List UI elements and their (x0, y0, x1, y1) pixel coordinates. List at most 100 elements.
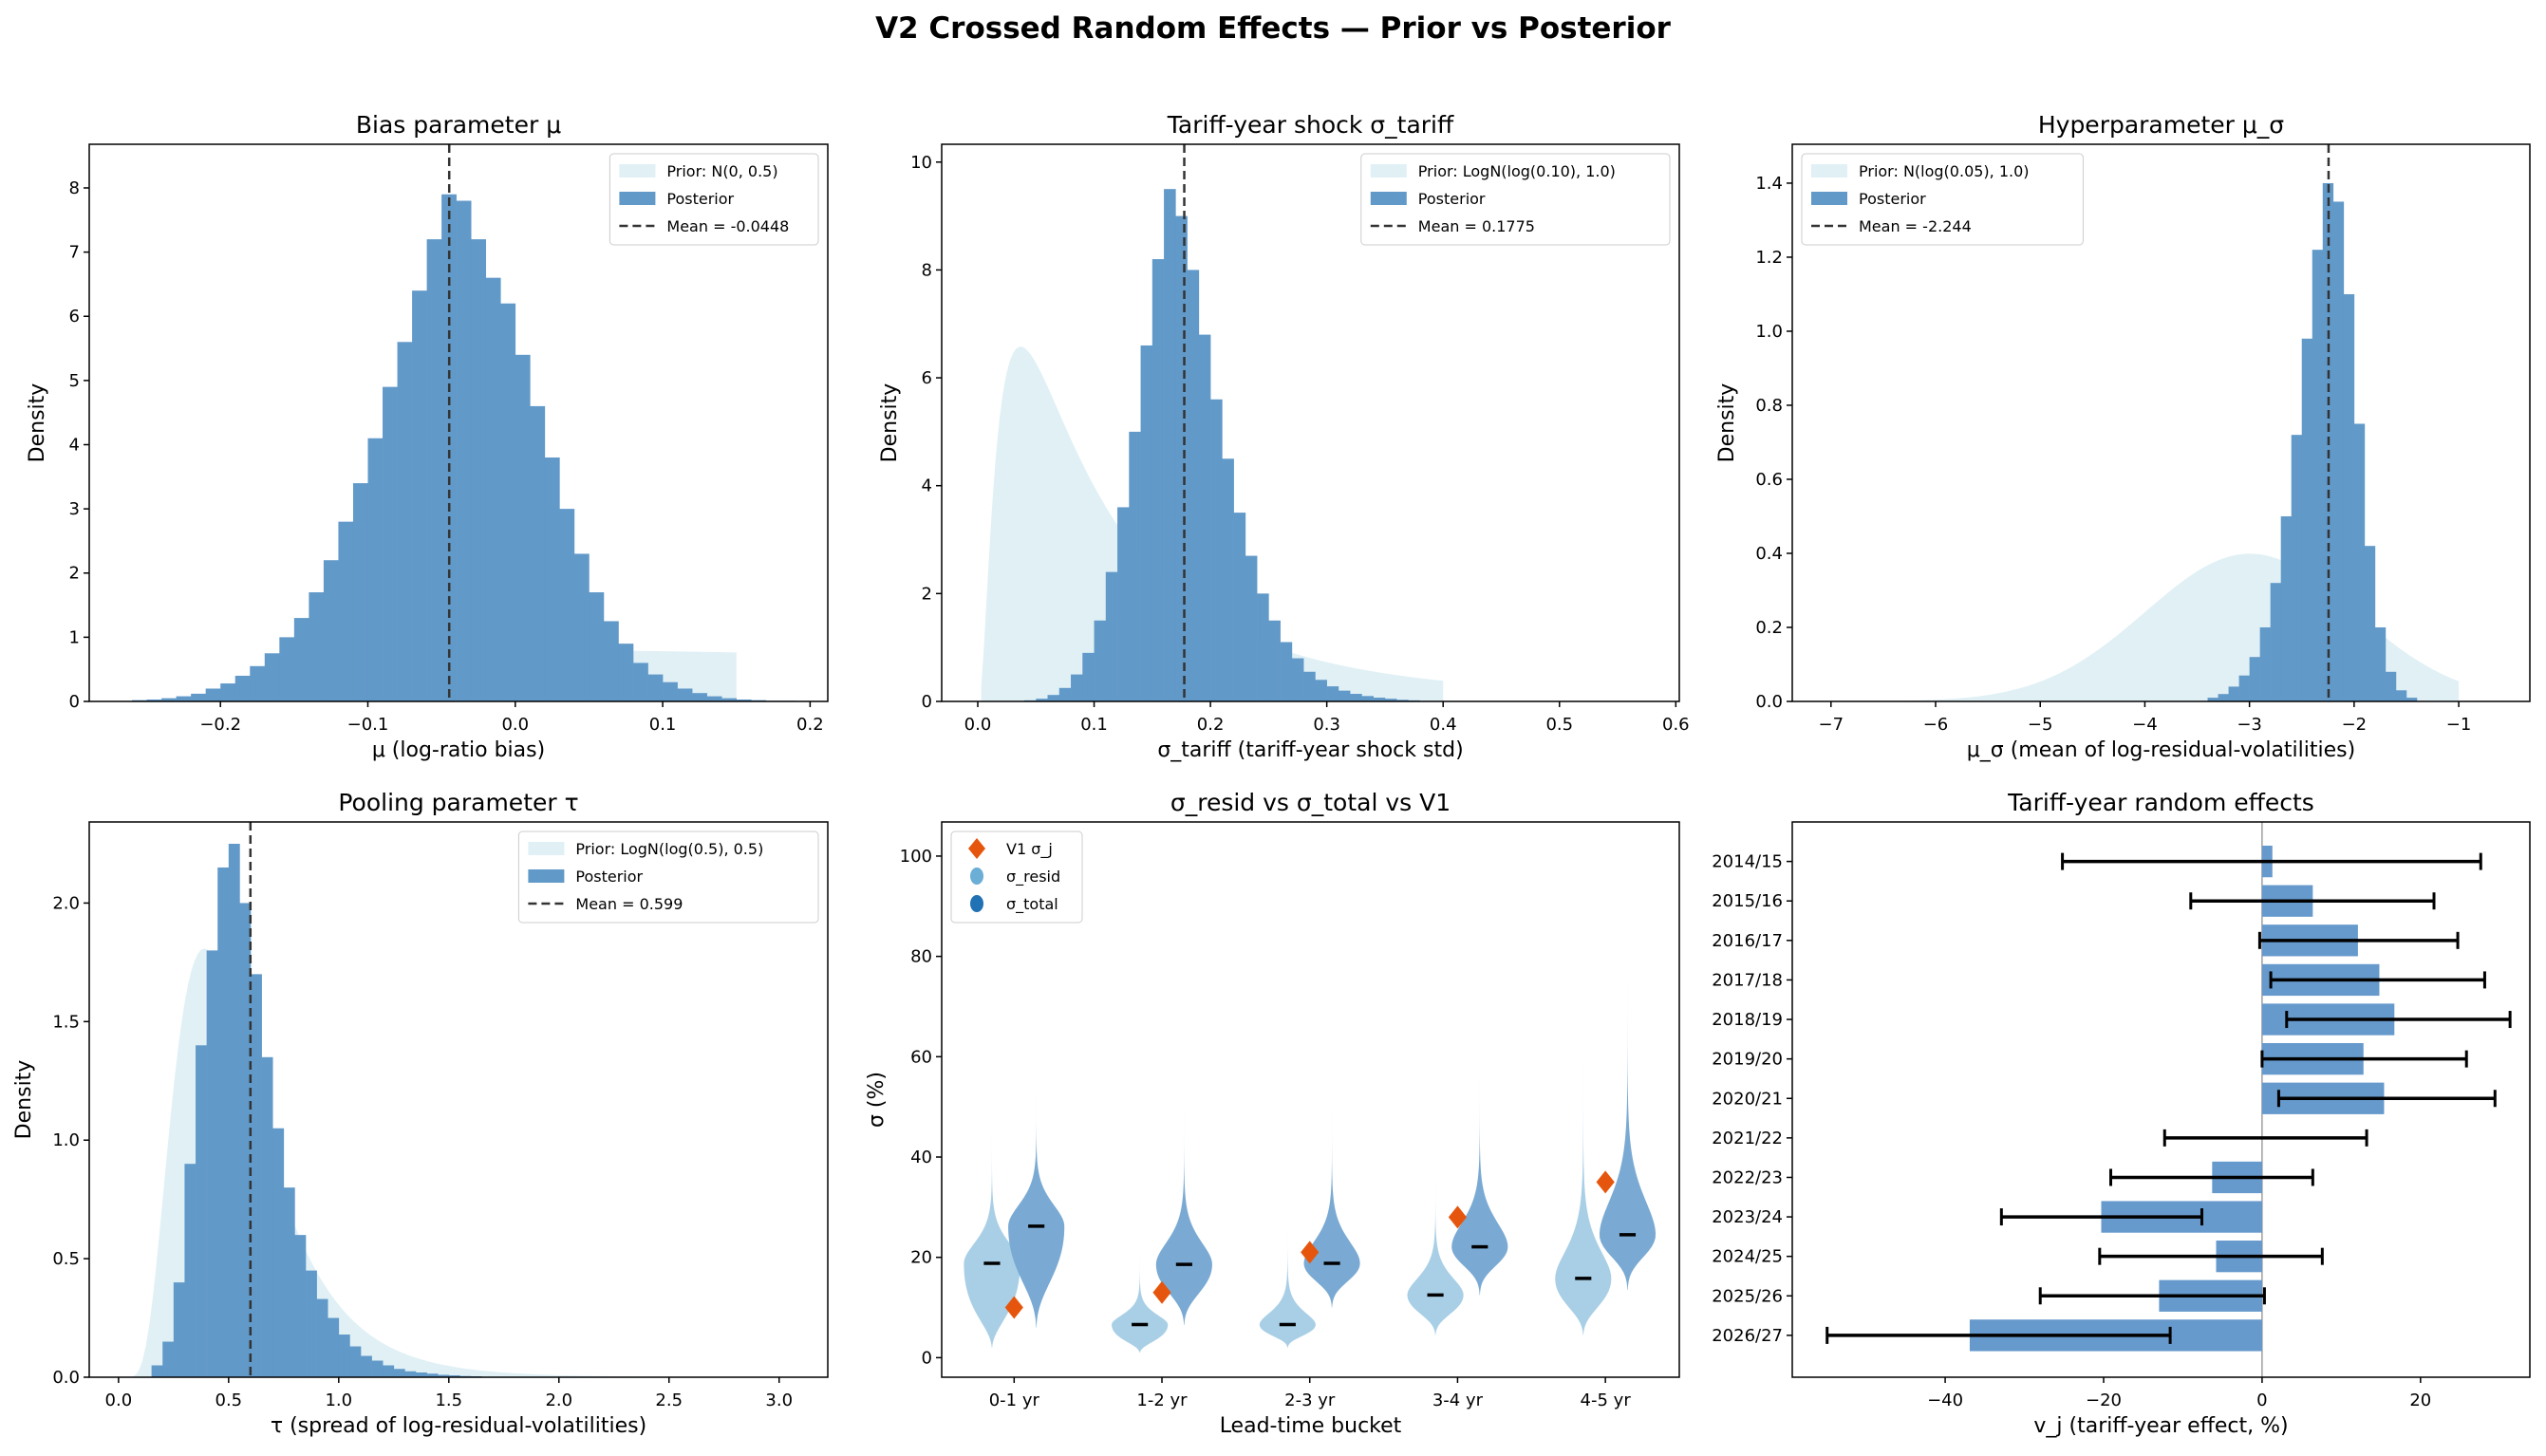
legend-label: σ_resid (1006, 868, 1060, 887)
plot-area (964, 941, 1657, 1353)
posterior-histogram-bar (294, 1235, 307, 1377)
posterior-histogram-bar (184, 1164, 197, 1377)
posterior-histogram-bar (2312, 250, 2324, 701)
plot-area (129, 822, 779, 1377)
y-tick-label: 80 (910, 947, 932, 967)
plot-area (1825, 822, 2512, 1377)
y-tick-label: 0.2 (1755, 618, 1783, 638)
x-tick-label: −40 (1927, 1391, 1963, 1410)
v1-sigma-marker (1004, 1296, 1023, 1319)
y-tick-label: 60 (910, 1047, 932, 1067)
legend-label: Mean = 0.1775 (1418, 217, 1535, 235)
axes-frame (1791, 821, 2531, 1378)
x-tick-label: 20 (2409, 1391, 2431, 1410)
v1-sigma-marker (1596, 1170, 1615, 1194)
x-tick-label: 3.0 (765, 1391, 793, 1410)
legend: Prior: LogN(log(0.10), 1.0) Posterior Mean… (1360, 153, 1671, 246)
x-tick-label: 2.5 (655, 1391, 683, 1410)
posterior-histogram-bar (2343, 293, 2355, 701)
legend: Prior: N(log(0.05), 1.0) Posterior Mean = … (1801, 153, 2084, 246)
posterior-histogram-bar (441, 194, 457, 701)
posterior-histogram-bar (397, 342, 413, 701)
posterior-histogram-bar (1396, 700, 1409, 701)
sigma-total-violin (1451, 1066, 1508, 1296)
posterior-histogram-bar (173, 1282, 185, 1377)
y-tick-label: 1.0 (1755, 322, 1783, 342)
y-axis-label: Density (1715, 383, 1739, 463)
posterior-histogram-bar (2218, 694, 2229, 701)
y-tick-label: 2023/24 (1712, 1207, 1783, 1227)
posterior-histogram-bar (426, 239, 442, 701)
legend-label: Posterior (1859, 190, 1926, 208)
x-tick-label: 0.4 (1430, 715, 1457, 735)
posterior-histogram-bar (1361, 696, 1374, 701)
posterior-histogram-bar (234, 675, 251, 701)
posterior-histogram-bar (251, 974, 262, 1377)
y-tick-label: 0.0 (52, 1368, 80, 1388)
posterior-histogram-bar (438, 1374, 450, 1377)
x-tick-label: 1.5 (435, 1391, 462, 1410)
prior-density-area (981, 346, 1444, 701)
posterior-histogram-bar (485, 277, 501, 701)
posterior-histogram-bar (2280, 515, 2293, 701)
posterior-histogram-bar (2374, 626, 2387, 701)
posterior-histogram-bar (1210, 399, 1223, 701)
posterior-histogram-bar (283, 1187, 295, 1377)
sigma-total-violin (1008, 1087, 1065, 1328)
sigma-resid-violin (1555, 1017, 1612, 1335)
subplot-1: Prior: N(0, 0.5) Posterior Mean = -0.0448 −… (26, 111, 829, 762)
y-tick-label: 1.4 (1755, 174, 1783, 194)
posterior-histogram-bar (456, 200, 472, 701)
y-tick-label: 2 (69, 564, 80, 584)
posterior-histogram-bar (500, 303, 516, 701)
legend-frame (608, 153, 819, 246)
v1-sigma-marker (1448, 1205, 1468, 1229)
posterior-histogram-bar (415, 1372, 427, 1377)
posterior-histogram-bar (217, 867, 230, 1377)
posterior-histogram-bar (1036, 699, 1048, 701)
subplot-5: V1 σ_j σ_resid σ_total 0-1 yr 1-2 yr 2-3 yr 3-… (865, 789, 1680, 1438)
legend: Prior: N(0, 0.5) Posterior Mean = -0.0448 (608, 153, 819, 246)
legend-label: Prior: LogN(log(0.5), 0.5) (575, 840, 763, 858)
legend-prior-swatch (1370, 164, 1407, 177)
posterior-histogram-bar (1140, 345, 1153, 701)
legend-label: Mean = -0.0448 (666, 217, 789, 235)
v1-sigma-marker (1301, 1241, 1320, 1264)
x-tick-label: 3-4 yr (1432, 1391, 1484, 1410)
x-tick-label: 0.6 (1662, 715, 1690, 735)
posterior-histogram-bar (1373, 698, 1386, 701)
x-tick-label: −7 (1819, 715, 1844, 735)
posterior-histogram-bar (603, 621, 619, 701)
y-tick-label: 7 (69, 243, 80, 263)
y-tick-label: 20 (910, 1248, 932, 1268)
plot-area (1830, 144, 2460, 701)
axes-frame (941, 143, 1680, 702)
y-tick-label: 2021/22 (1712, 1129, 1783, 1148)
y-tick-label: 2015/16 (1712, 891, 1783, 911)
posterior-histogram-bar (1268, 620, 1281, 701)
posterior-histogram-bar (383, 1365, 395, 1377)
y-tick-label: 2022/23 (1712, 1167, 1783, 1187)
legend-label: Prior: N(0, 0.5) (666, 162, 777, 180)
posterior-histogram-bar (151, 1365, 163, 1377)
y-tick-label: 3 (69, 499, 80, 519)
posterior-histogram-bar (220, 683, 236, 701)
posterior-histogram-bar (338, 1335, 350, 1377)
x-tick-label: 0.1 (1080, 715, 1108, 735)
x-tick-label: −20 (2086, 1391, 2122, 1410)
posterior-histogram-bar (404, 1371, 417, 1377)
x-tick-label: −0.1 (347, 715, 389, 735)
x-tick-label: 0.0 (105, 1391, 133, 1410)
posterior-histogram-bar (1326, 686, 1339, 701)
posterior-histogram-bar (530, 405, 546, 701)
legend-label: Mean = -2.244 (1859, 217, 1972, 235)
posterior-histogram-bar (338, 521, 354, 701)
x-tick-label: 1-2 yr (1136, 1391, 1188, 1410)
x-tick-label: −4 (2132, 715, 2158, 735)
posterior-histogram-bar (2385, 671, 2397, 701)
y-axis-label: Density (12, 1060, 36, 1140)
posterior-histogram-bar (306, 1270, 317, 1377)
x-tick-label: 0.3 (1313, 715, 1340, 735)
posterior-histogram-bar (1164, 189, 1176, 701)
legend: Prior: LogN(log(0.5), 0.5) Posterior Mean … (517, 831, 819, 924)
